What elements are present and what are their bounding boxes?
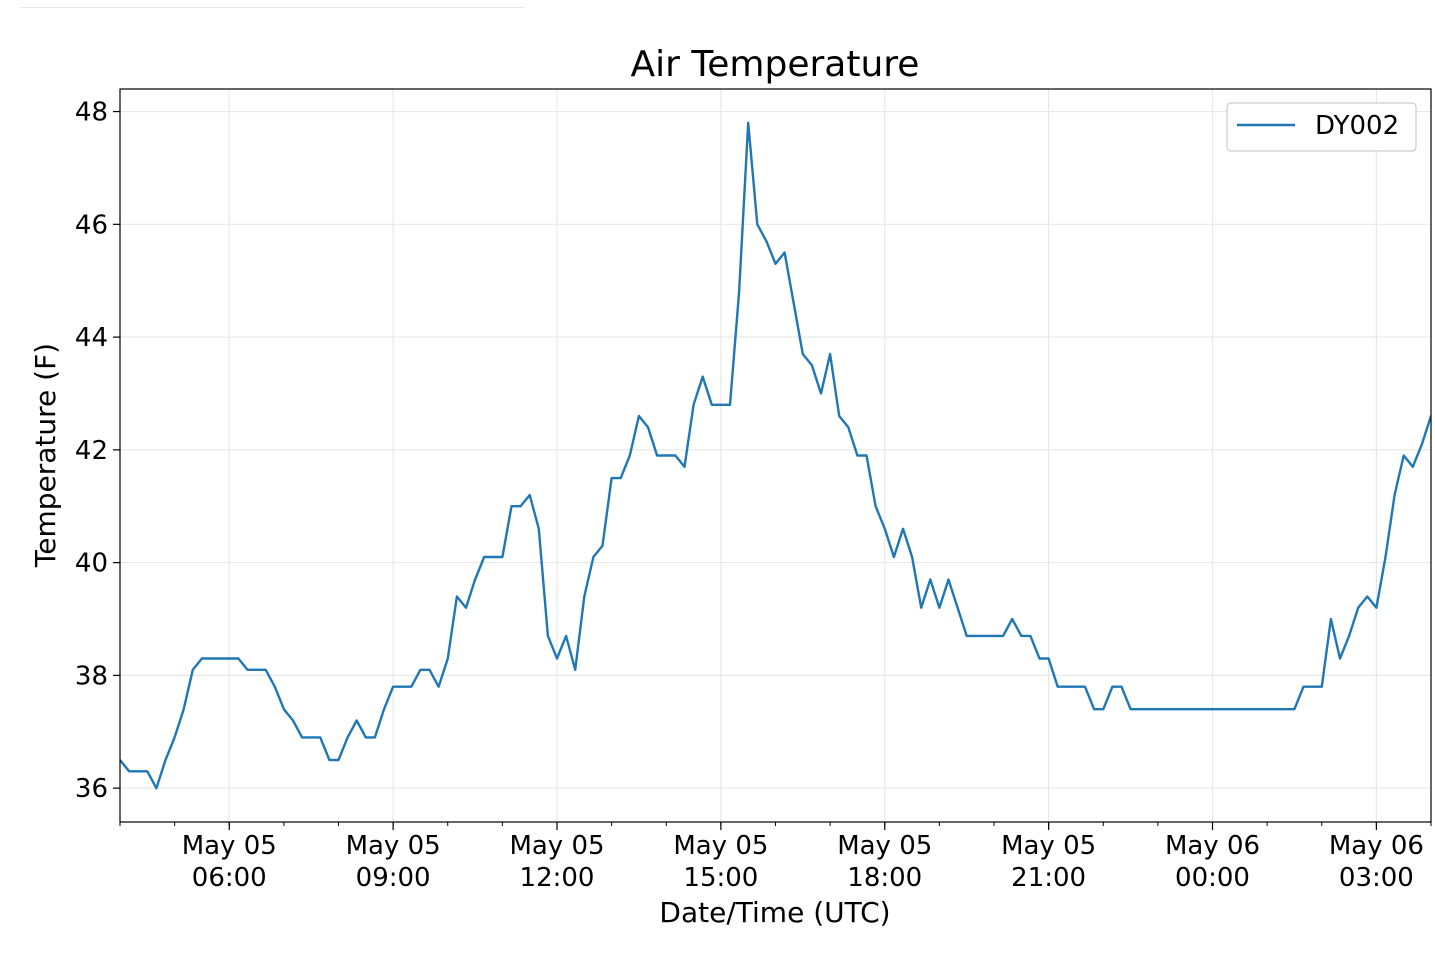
x-tick-label-date: May 05 [1001, 831, 1096, 861]
y-tick-label: 46 [75, 210, 108, 240]
grid-lines [120, 89, 1431, 822]
x-axis-label: Date/Time (UTC) [659, 896, 890, 929]
x-tick-label-date: May 05 [673, 831, 768, 861]
y-tick-label: 38 [75, 661, 108, 691]
x-tick-label-date: May 05 [509, 831, 604, 861]
series-line-0 [120, 121, 1431, 790]
x-tick-label-time: 18:00 [847, 863, 922, 893]
top-divider [20, 7, 525, 8]
x-tick-label-date: May 05 [346, 831, 441, 861]
x-tick-label-time: 06:00 [192, 863, 267, 893]
y-tick-label: 40 [75, 549, 108, 579]
series-layer [120, 121, 1431, 790]
x-tick-label-time: 12:00 [520, 863, 595, 893]
y-tick-label: 48 [75, 98, 108, 128]
y-tick-label: 36 [75, 774, 108, 804]
y-axis: 36 38 40 42 44 46 48 [75, 98, 120, 804]
legend-box [1226, 102, 1417, 152]
x-tick-label-time: 03:00 [1339, 863, 1414, 893]
legend-entry-label: DY002 [1315, 111, 1399, 141]
chart-title: Air Temperature [631, 44, 920, 85]
y-axis-label: Temperature (F) [29, 343, 62, 568]
x-tick-label-time: 00:00 [1175, 863, 1250, 893]
legend: DY002 [1226, 102, 1417, 152]
x-tick-label-time: 15:00 [683, 863, 758, 893]
x-tick-label-date: May 05 [182, 831, 277, 861]
y-tick-label: 42 [75, 436, 108, 466]
y-tick-label: 44 [75, 323, 108, 353]
x-tick-label-time: 09:00 [356, 863, 431, 893]
x-tick-label-date: May 06 [1329, 831, 1424, 861]
plot-background [120, 89, 1431, 822]
x-tick-label-date: May 06 [1165, 831, 1260, 861]
x-tick-label-time: 21:00 [1011, 863, 1086, 893]
x-tick-label-date: May 05 [837, 831, 932, 861]
